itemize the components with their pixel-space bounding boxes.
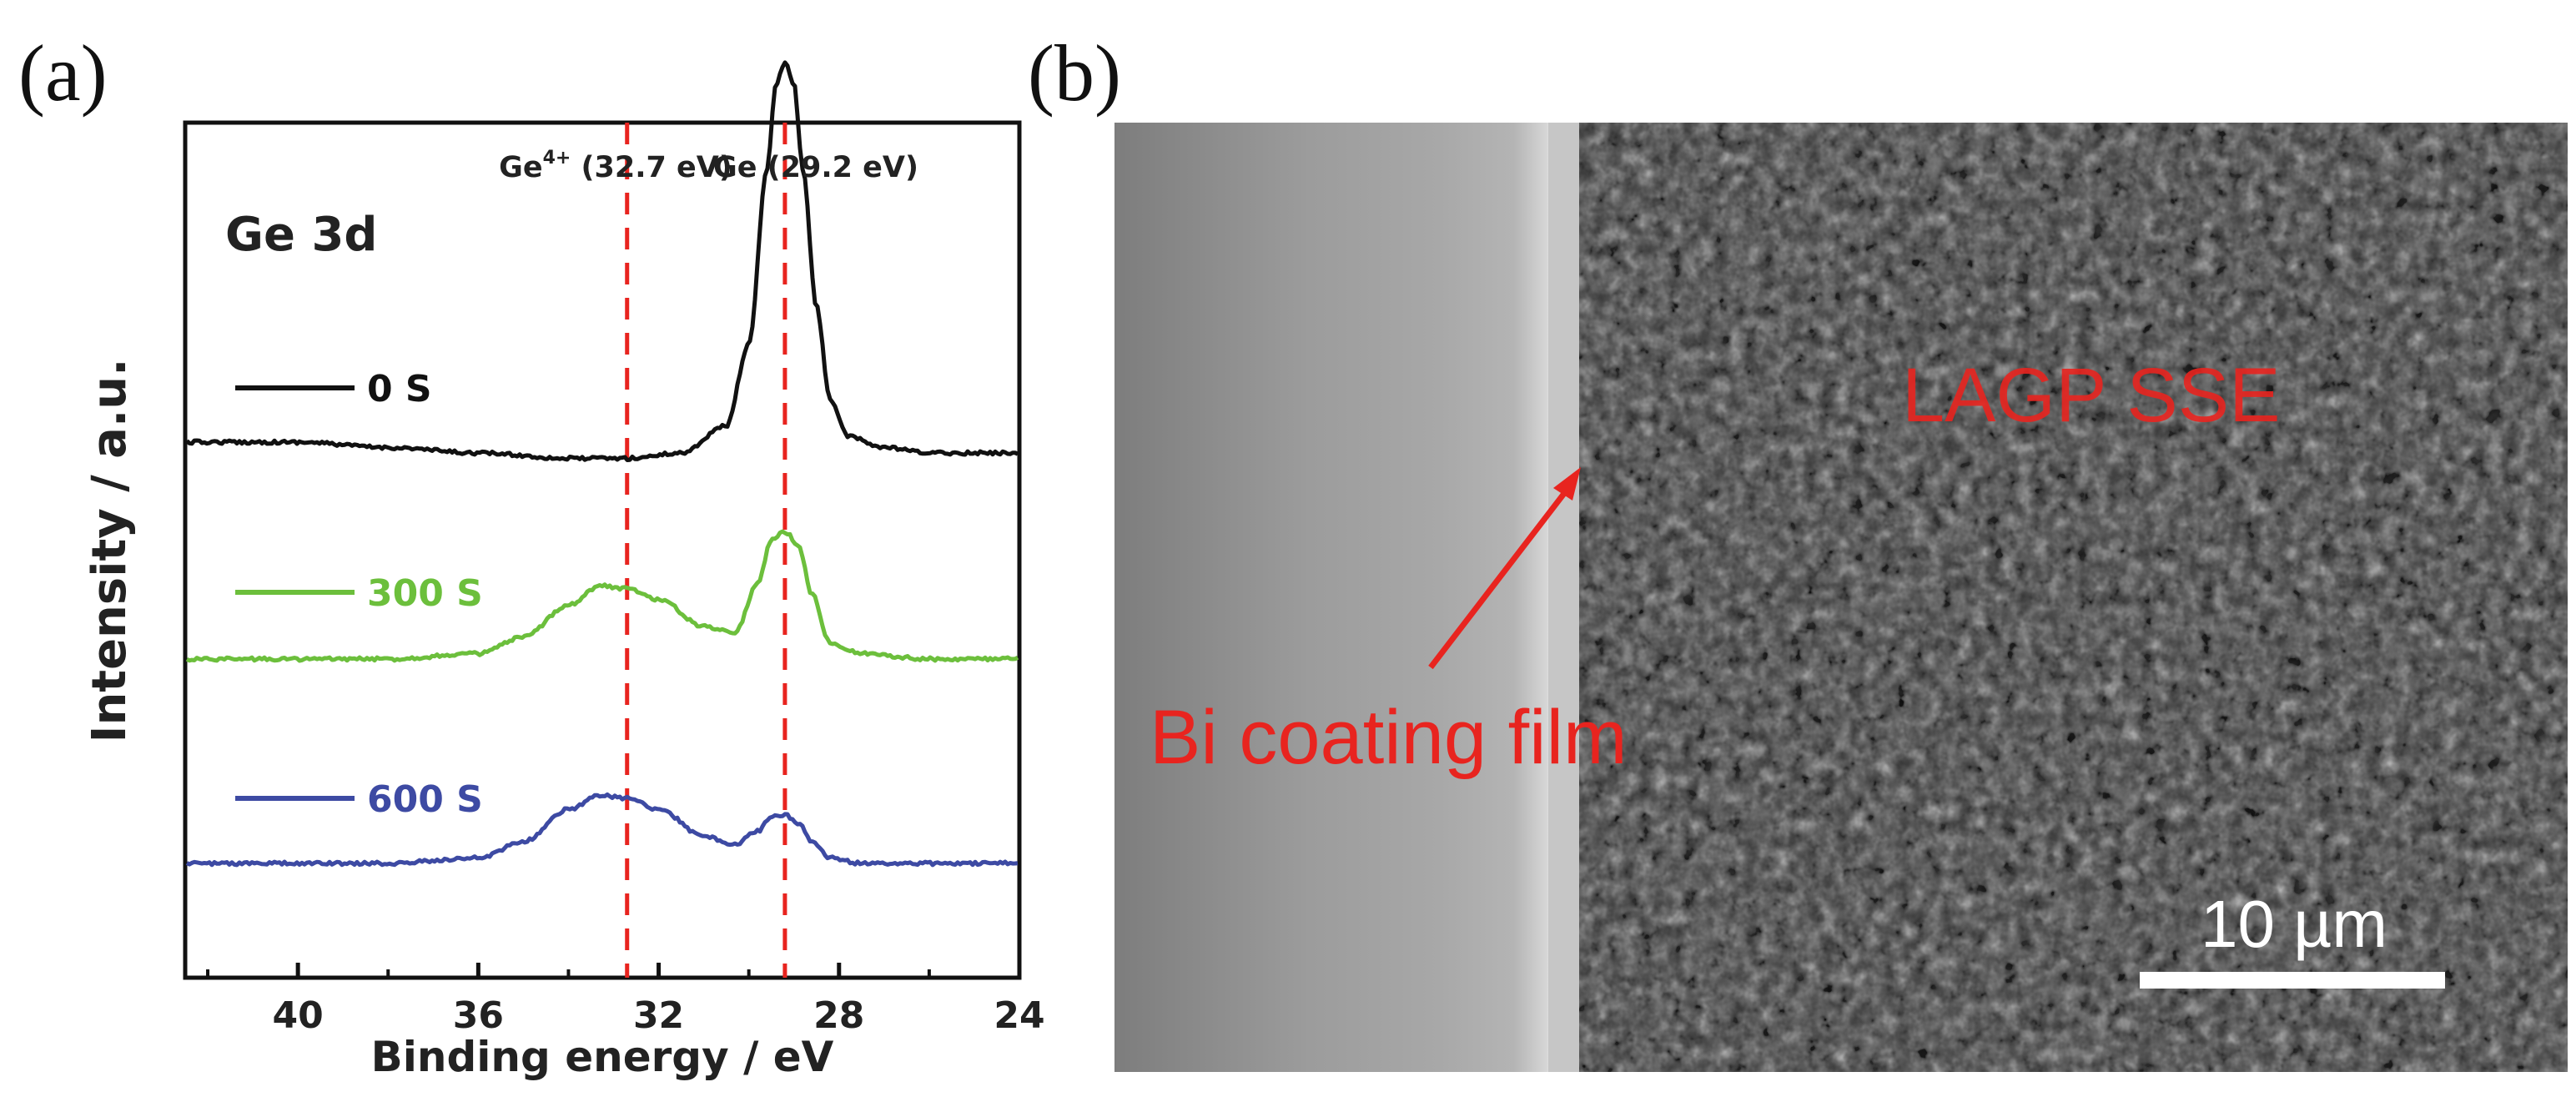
series-line-600s: [185, 792, 1019, 868]
panel-a-letter: (a): [18, 28, 108, 118]
x-tick-label-4: 24: [994, 994, 1044, 1037]
x-tick-label-3: 28: [813, 994, 864, 1037]
legend-label-2: 600 S: [367, 778, 483, 821]
series-line-300s: [185, 529, 1019, 663]
lagp-texture: [1579, 123, 2568, 1072]
x-axis-label: Binding energy / eV: [371, 1033, 834, 1081]
legend: 0 S 300 S 600 S: [235, 368, 483, 821]
plot-frame: [183, 120, 1022, 980]
panel-a: (a) 0 S 300 S 600 S 40 36 32 28 24 Ge4+ (32.7 …: [18, 28, 1045, 1081]
scale-bar: [2140, 972, 2445, 989]
bi-coating-label: Bi coating film: [1150, 695, 1628, 780]
scale-bar-label: 10 µm: [2201, 887, 2387, 961]
peak-label-ge: Ge (29.2 eV): [713, 151, 918, 184]
reference-lines: [625, 123, 787, 978]
panel-b-letter: (b): [1028, 28, 1121, 118]
x-axis-ticks: 40 36 32 28 24: [206, 963, 1045, 1037]
legend-label-1: 300 S: [367, 572, 483, 615]
legend-label-0: 0 S: [367, 368, 432, 410]
peak-label-ge4: Ge4+ (32.7 eV): [499, 148, 732, 184]
bi-coating-region: [1114, 123, 1548, 1072]
panel-b: (b): [1028, 28, 2568, 1072]
lagp-sse-label: LAGP SSE: [1902, 353, 2280, 438]
series-layer: [185, 60, 1019, 868]
series-line-0s: [185, 60, 1019, 462]
x-tick-label-2: 32: [633, 994, 684, 1037]
interface-edge: [1547, 123, 1579, 1072]
x-tick-label-1: 36: [453, 994, 504, 1037]
y-axis-label: Intensity / a.u.: [83, 359, 137, 743]
x-tick-label-0: 40: [273, 994, 324, 1037]
pointer-arrow: [1428, 467, 1581, 670]
spectrum-label: Ge 3d: [225, 208, 378, 262]
sem-image: [1114, 123, 2568, 1072]
